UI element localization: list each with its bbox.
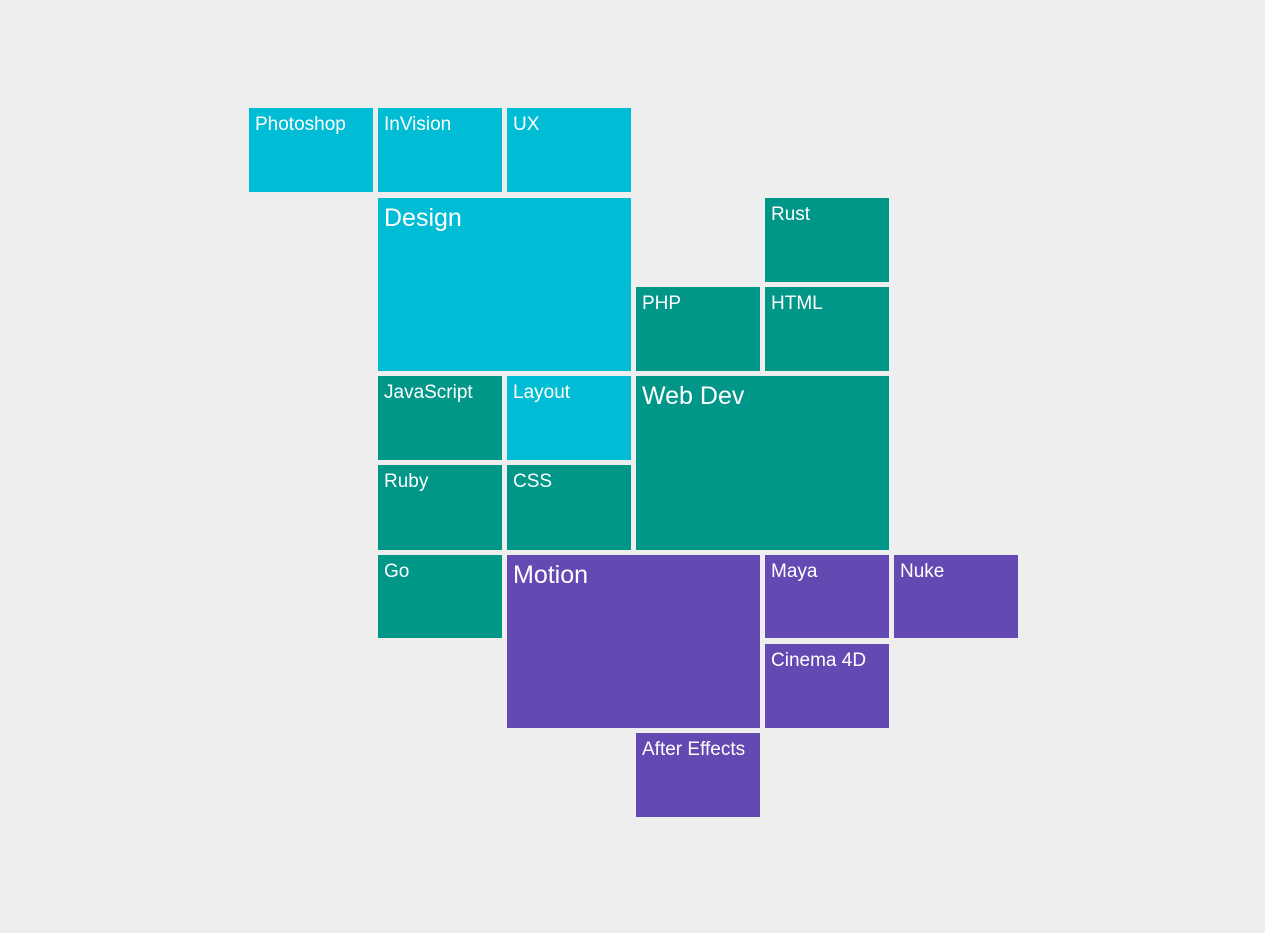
tile-html[interactable]: HTML bbox=[765, 287, 889, 371]
tile-photoshop[interactable]: Photoshop bbox=[249, 108, 373, 192]
tile-javascript[interactable]: JavaScript bbox=[378, 376, 502, 460]
tile-css[interactable]: CSS bbox=[507, 465, 631, 550]
tile-after-effects[interactable]: After Effects bbox=[636, 733, 760, 817]
tile-design-group[interactable]: Design bbox=[378, 198, 631, 371]
tile-nuke[interactable]: Nuke bbox=[894, 555, 1018, 638]
tile-motion-group[interactable]: Motion bbox=[507, 555, 760, 728]
tile-invision[interactable]: InVision bbox=[378, 108, 502, 192]
tile-ux[interactable]: UX bbox=[507, 108, 631, 192]
tile-cinema-4d[interactable]: Cinema 4D bbox=[765, 644, 889, 728]
tile-rust[interactable]: Rust bbox=[765, 198, 889, 282]
tile-layout[interactable]: Layout bbox=[507, 376, 631, 460]
tile-go[interactable]: Go bbox=[378, 555, 502, 638]
tile-web-dev-group[interactable]: Web Dev bbox=[636, 376, 889, 550]
tile-php[interactable]: PHP bbox=[636, 287, 760, 371]
tile-maya[interactable]: Maya bbox=[765, 555, 889, 638]
tile-ruby[interactable]: Ruby bbox=[378, 465, 502, 550]
